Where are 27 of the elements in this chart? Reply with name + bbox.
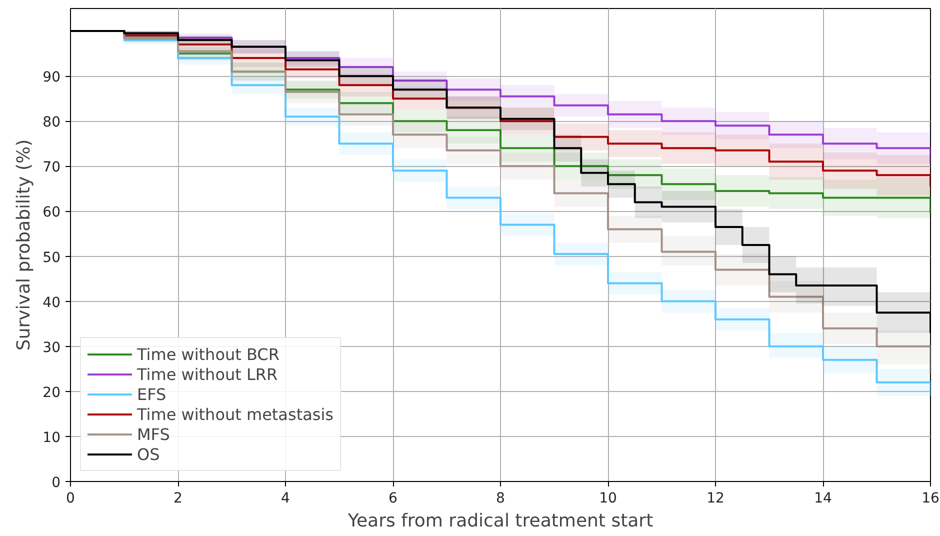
legend-label: EFS <box>137 384 166 404</box>
x-tick-label: 14 <box>814 490 832 506</box>
y-tick-label: 10 <box>42 430 61 446</box>
x-axis-title: Years from radical treatment start <box>346 510 654 532</box>
x-tick-label: 4 <box>281 490 290 506</box>
y-tick-label: 50 <box>42 250 61 266</box>
legend-label: Time without metastasis <box>137 404 334 424</box>
y-tick-label: 60 <box>42 204 61 221</box>
legend-label: OS <box>137 444 160 464</box>
y-tick-label: 40 <box>42 294 61 311</box>
y-axis-title: Survival probability (%) <box>14 139 35 351</box>
legend-label: MFS <box>137 424 170 444</box>
x-tick-label: 16 <box>922 490 940 506</box>
x-tick-label: 0 <box>66 490 75 506</box>
legend-label: Time without LRR <box>137 364 278 384</box>
y-tick-label: 70 <box>42 160 61 176</box>
y-tick-label: 0 <box>52 475 61 491</box>
x-tick-label: 12 <box>706 490 724 506</box>
legend-label: Time without BCR <box>137 344 280 364</box>
y-tick-label: 80 <box>42 114 61 131</box>
y-tick-label: 90 <box>42 70 61 86</box>
x-tick-label: 8 <box>496 490 505 506</box>
x-tick-label: 10 <box>599 490 617 506</box>
y-tick-label: 30 <box>42 340 61 356</box>
y-tick-label: 20 <box>42 384 61 401</box>
x-tick-label: 2 <box>174 490 182 506</box>
x-tick-label: 6 <box>388 490 398 506</box>
